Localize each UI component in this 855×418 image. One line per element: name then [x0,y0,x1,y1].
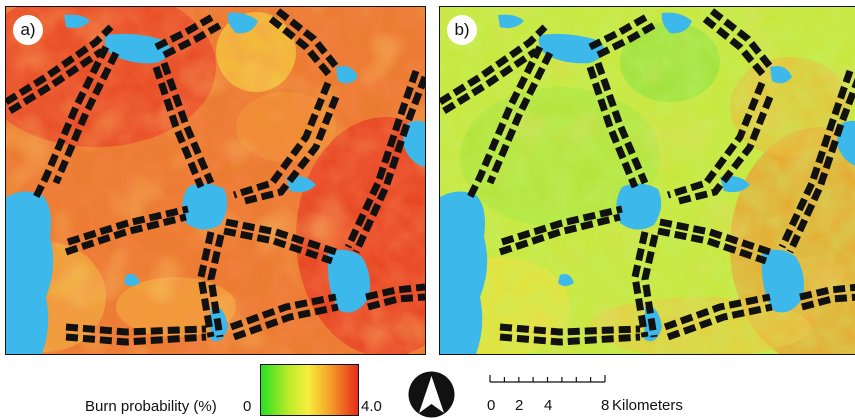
water-bodies [440,12,855,354]
burn-probability-map-a [6,7,425,354]
legend-max-label: 4.0 [361,398,382,415]
scale-bar [489,375,606,383]
scale-tick-label: 2 [515,397,524,414]
map-panel-a: a) [5,6,426,355]
legend-color-ramp [260,364,359,416]
scale-tick-label: 4 [544,397,553,414]
map-panel-b: b) [439,6,855,355]
scale-unit-label: Kilometers [612,397,683,414]
legend-min-label: 0 [243,398,252,415]
burn-probability-map-b [440,7,855,354]
panel-label-a: a) [13,15,43,45]
fuel-break-network [6,8,425,346]
fuel-break-network [440,8,855,346]
panel-label-b: b) [447,15,477,45]
north-arrow-icon [408,371,455,418]
scale-tick-label: 0 [487,397,496,414]
water-bodies [6,12,425,354]
legend-title: Burn probability (%) [85,398,217,415]
scale-tick-label: 8 [601,397,610,414]
